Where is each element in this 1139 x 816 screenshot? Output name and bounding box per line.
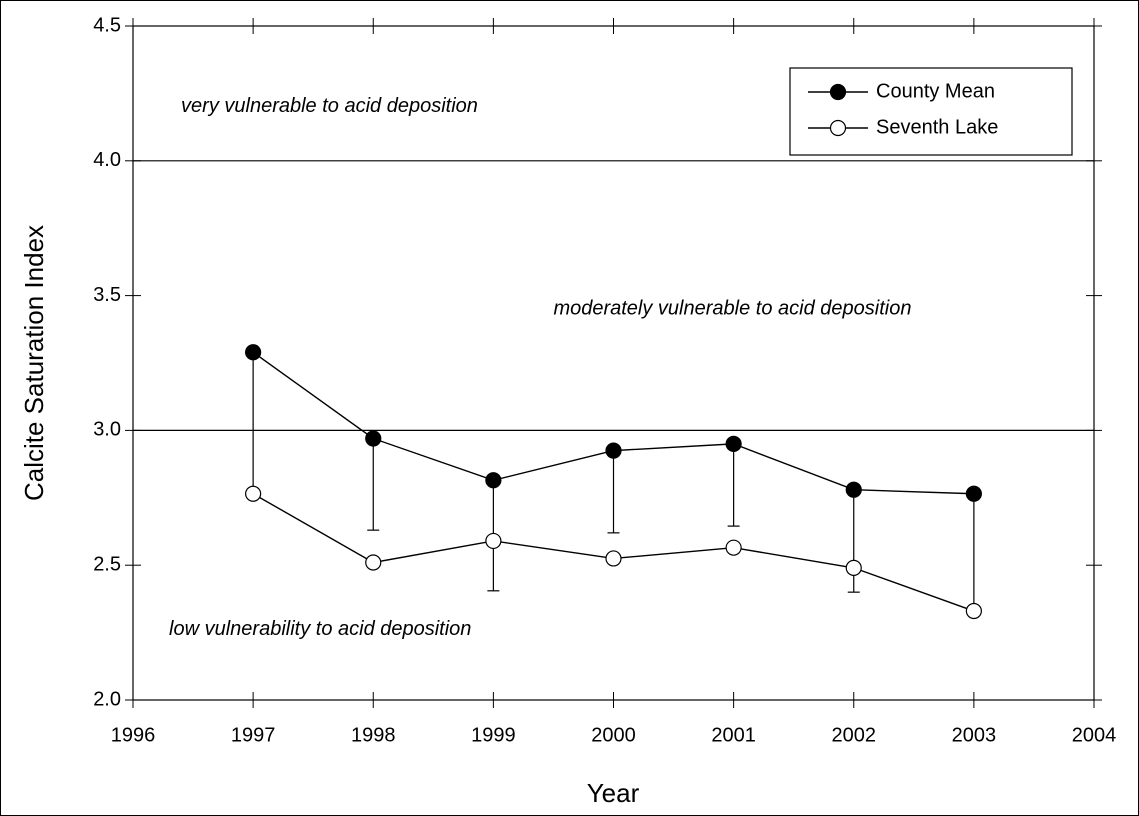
legend-box bbox=[789, 67, 1073, 156]
annotation: very vulnerable to acid deposition bbox=[181, 95, 478, 117]
x-tick-label: 1997 bbox=[231, 724, 276, 746]
error-bar bbox=[367, 438, 380, 531]
x-tick-label: 2003 bbox=[952, 724, 997, 746]
y-axis-title: Calcite Saturation Index bbox=[19, 225, 49, 501]
marker bbox=[245, 485, 262, 502]
y-tick-label: 3.0 bbox=[93, 419, 121, 441]
marker bbox=[845, 559, 862, 576]
marker bbox=[725, 539, 742, 556]
annotation: low vulnerability to acid deposition bbox=[169, 618, 471, 640]
marker bbox=[965, 485, 982, 502]
marker bbox=[725, 435, 742, 452]
annotation: moderately vulnerable to acid deposition bbox=[553, 297, 911, 319]
x-tick-label: 1996 bbox=[111, 724, 156, 746]
x-tick-label: 1999 bbox=[471, 724, 516, 746]
error-bar bbox=[967, 493, 980, 612]
marker bbox=[365, 554, 382, 571]
legend-label: Seventh Lake bbox=[876, 116, 998, 138]
marker bbox=[605, 550, 622, 567]
y-tick-label: 4.5 bbox=[93, 14, 121, 36]
y-tick-label: 3.5 bbox=[93, 284, 121, 306]
error-bar bbox=[607, 450, 620, 534]
x-tick-label: 2004 bbox=[1072, 724, 1117, 746]
marker bbox=[845, 481, 862, 498]
x-tick-label: 2001 bbox=[711, 724, 756, 746]
marker bbox=[245, 344, 262, 361]
error-bar bbox=[727, 443, 740, 527]
x-tick-label: 2000 bbox=[591, 724, 636, 746]
x-tick-label: 2002 bbox=[832, 724, 877, 746]
y-tick-label: 2.0 bbox=[93, 688, 121, 710]
y-tick-label: 4.0 bbox=[93, 149, 121, 171]
marker bbox=[485, 472, 502, 489]
legend-marker bbox=[829, 83, 847, 101]
marker bbox=[485, 532, 502, 550]
x-tick-label: 1998 bbox=[351, 724, 396, 746]
y-tick-label: 2.5 bbox=[93, 553, 121, 575]
error-bar bbox=[247, 352, 260, 496]
legend-marker bbox=[829, 119, 847, 137]
x-axis-title: Year bbox=[587, 778, 640, 808]
error-bar bbox=[847, 489, 860, 593]
marker bbox=[365, 430, 382, 447]
marker bbox=[965, 602, 982, 620]
marker bbox=[605, 442, 622, 459]
legend-label: County Mean bbox=[876, 80, 995, 102]
